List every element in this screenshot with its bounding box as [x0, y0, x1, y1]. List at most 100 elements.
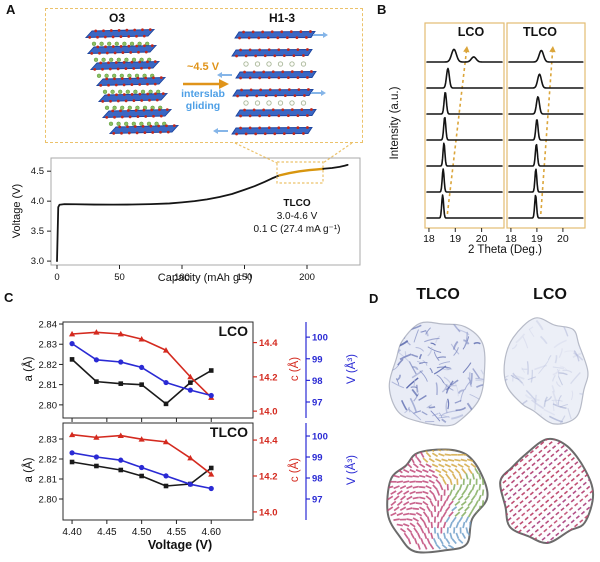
svg-text:14.4: 14.4 [259, 338, 278, 349]
svg-text:99: 99 [312, 453, 323, 464]
svg-text:2.80: 2.80 [39, 400, 58, 411]
particle-lco-strain [503, 317, 589, 425]
xrd-trace [426, 92, 503, 115]
svg-text:99: 99 [312, 354, 323, 365]
schematic-box [45, 8, 363, 143]
svg-text:2.80: 2.80 [39, 495, 58, 506]
schematic-art [84, 28, 328, 136]
svg-text:97: 97 [312, 495, 323, 506]
svg-text:14.0: 14.0 [259, 507, 278, 518]
svg-text:98: 98 [312, 376, 323, 387]
svg-text:19: 19 [531, 233, 543, 245]
h13-structure-title: H1-3 [268, 11, 295, 25]
svg-text:2.83: 2.83 [39, 340, 58, 351]
panel-b-label: B [377, 2, 387, 17]
xrd-tlco-label: TLCO [522, 25, 558, 39]
interslab-label: interslab [181, 88, 225, 100]
particle-tlco-orientation [386, 448, 489, 554]
svg-text:2.82: 2.82 [39, 360, 58, 371]
xrd-trace [426, 168, 503, 193]
svg-text:4.5: 4.5 [31, 166, 44, 177]
svg-text:100: 100 [312, 333, 328, 344]
svg-text:4.50: 4.50 [132, 527, 152, 538]
a-axis-label-bottom: a (Å) [23, 457, 35, 483]
charge-annotation: TLCO 3.0-4.6 V 0.1 C (27.4 mA g⁻¹) [232, 197, 362, 236]
intensity-axis-label: Intensity (a.u.) [389, 86, 401, 160]
svg-text:14.4: 14.4 [259, 436, 278, 447]
svg-text:97: 97 [312, 398, 323, 409]
svg-text:18: 18 [505, 233, 517, 245]
xrd-trace [508, 143, 584, 167]
xrd-panel-TLCO: 18 19 20 [505, 22, 586, 245]
xrd-trace [508, 96, 584, 115]
xrd-chart: 18 19 20 18 19 20 [423, 22, 586, 245]
svg-text:4.0: 4.0 [31, 196, 44, 207]
a-axis-label-top: a (Å) [23, 356, 35, 382]
xrd-trace [426, 194, 503, 219]
v-axis-label-bottom: V (Å³) [346, 454, 358, 486]
particle-strain-maps [386, 317, 595, 554]
xrd-panel-LCO: 18 19 20 [423, 22, 505, 245]
svg-text:4.60: 4.60 [202, 527, 222, 538]
xrd-trace [508, 73, 584, 89]
svg-text:4.55: 4.55 [167, 527, 187, 538]
svg-text:98: 98 [312, 474, 323, 485]
xrd-trace [508, 119, 584, 141]
xrd-trace [508, 194, 584, 219]
svg-text:200: 200 [299, 272, 315, 283]
svg-text:14.0: 14.0 [259, 407, 278, 418]
series-charge-curve-end [322, 163, 349, 170]
svg-text:20: 20 [557, 233, 569, 245]
panel-d-label: D [369, 291, 379, 306]
lattice-lco-label: LCO [218, 323, 248, 339]
panel-c-label: C [4, 290, 14, 305]
xrd-trace [426, 142, 503, 167]
c-axis-label-top: c (Å) [289, 356, 301, 382]
xrd-trace [426, 116, 503, 141]
transition-voltage-label: ~4.5 V [186, 61, 220, 73]
svg-text:19: 19 [449, 233, 461, 245]
svg-text:14.2: 14.2 [259, 471, 278, 482]
series-charge-curve [56, 174, 281, 263]
particle-lco-title: LCO [533, 286, 567, 303]
annotation-sample: TLCO [283, 198, 311, 209]
svg-text:0: 0 [54, 272, 59, 283]
o3-structure-title: O3 [108, 11, 125, 25]
xrd-trace [426, 67, 503, 89]
svg-text:4.45: 4.45 [97, 527, 117, 538]
voltage-x-axis-label: Voltage (V) [147, 538, 213, 552]
xrd-lco-label: LCO [457, 25, 485, 39]
lattice-plot-TLCO: 2.80 2.81 2.82 2.83 14.0 14.2 14.4 97 98 99 100 4.4… [39, 422, 328, 538]
svg-text:100: 100 [312, 432, 328, 443]
particle-tlco-title: TLCO [416, 286, 460, 303]
svg-text:18: 18 [423, 233, 435, 245]
gliding-label: gliding [185, 100, 221, 112]
lattice-plot-LCO: 2.80 2.81 2.82 2.83 2.84 14.0 14.2 14.4 97 98 99 10… [39, 320, 328, 422]
annotation-rate: 0.1 C (27.4 mA g⁻¹) [253, 224, 341, 235]
xrd-trace [508, 49, 584, 63]
svg-text:2.81: 2.81 [39, 380, 58, 391]
svg-text:2.82: 2.82 [39, 455, 58, 466]
svg-text:3.5: 3.5 [31, 226, 44, 237]
svg-text:4.40: 4.40 [62, 527, 82, 538]
svg-text:20: 20 [476, 233, 488, 245]
particle-tlco-strain [388, 321, 486, 427]
svg-text:14.2: 14.2 [259, 372, 278, 383]
lattice-parameter-charts: 2.80 2.81 2.82 2.83 2.84 14.0 14.2 14.4 97 98 99 10… [39, 320, 328, 538]
svg-text:150: 150 [237, 272, 253, 283]
annotation-voltage-range: 3.0-4.6 V [276, 211, 318, 222]
voltage-axis-label: Voltage (V) [11, 183, 23, 239]
two-theta-axis-label: 2 Theta (Deg.) [468, 244, 542, 256]
svg-text:2.83: 2.83 [39, 435, 58, 446]
v-axis-label-top: V (Å³) [346, 353, 358, 385]
series-h13-highlight [278, 167, 325, 177]
svg-text:2.81: 2.81 [39, 475, 58, 486]
voltage-capacity-plot: 0 50 100 150 200 3.0 3.5 4.0 4.5 [31, 142, 361, 283]
voltage-capacity-chart: 0 50 100 150 200 3.0 3.5 4.0 4.5 [31, 142, 361, 283]
panel-a-label: A [6, 2, 16, 17]
xrd-trace [508, 168, 584, 193]
svg-text:50: 50 [114, 272, 125, 283]
svg-text:3.0: 3.0 [31, 256, 44, 267]
crystal-structure-schematic [84, 28, 328, 136]
